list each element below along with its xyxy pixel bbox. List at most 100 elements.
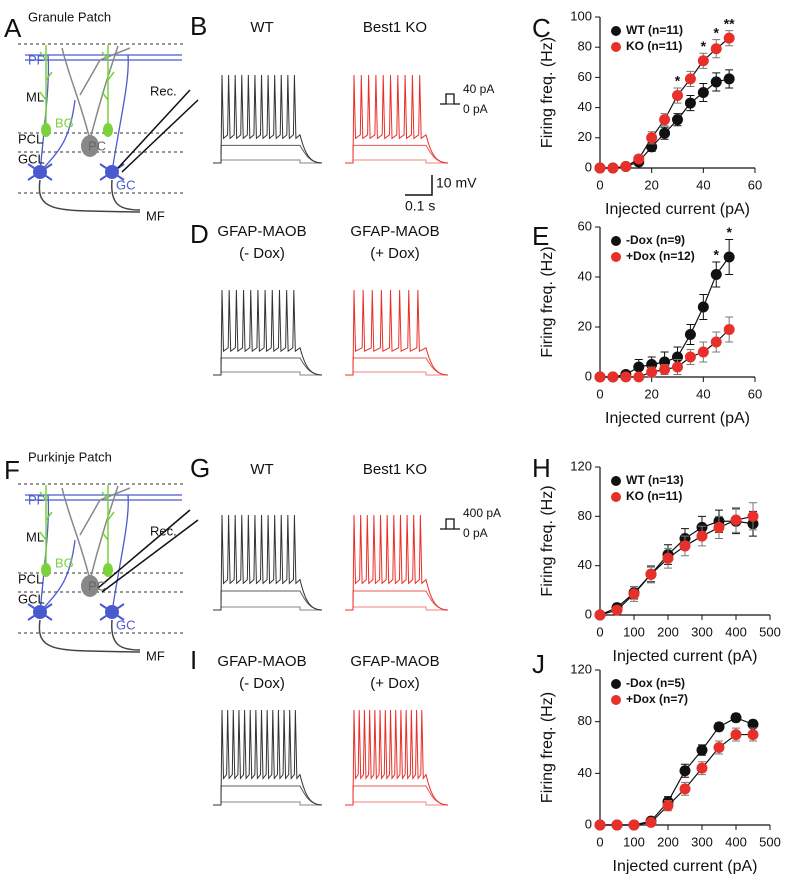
series-line bbox=[600, 733, 753, 826]
data-point bbox=[594, 371, 606, 383]
granule-cell bbox=[105, 165, 119, 179]
data-point bbox=[710, 336, 722, 348]
legend-marker bbox=[611, 236, 621, 246]
y-tick-label: 40 bbox=[578, 99, 592, 114]
data-point bbox=[611, 604, 623, 616]
legend-marker bbox=[611, 252, 621, 262]
trace-label: (+ Dox) bbox=[370, 245, 420, 262]
y-axis-label: Firing freq. (Hz) bbox=[539, 485, 556, 596]
trace-label: (- Dox) bbox=[239, 245, 285, 262]
diagram-title: Granule Patch bbox=[28, 9, 111, 24]
panel-letter: A bbox=[4, 13, 22, 43]
significance: * bbox=[675, 73, 681, 89]
data-point bbox=[684, 329, 696, 340]
legend-label: +Dox (n=12) bbox=[626, 249, 695, 263]
y-axis-label: Firing freq. (Hz) bbox=[539, 246, 556, 357]
data-point bbox=[607, 371, 619, 383]
data-point bbox=[747, 718, 759, 730]
gc-dendrite bbox=[27, 163, 53, 181]
x-axis-label: Injected current (pA) bbox=[613, 858, 758, 874]
trace-label: WT bbox=[250, 19, 273, 36]
x-tick-label: 20 bbox=[644, 386, 658, 401]
trace-label: (+ Dox) bbox=[370, 675, 420, 692]
glia-soma bbox=[41, 123, 51, 137]
diagram-label: BG bbox=[55, 115, 74, 130]
legend-marker bbox=[611, 42, 621, 52]
data-point bbox=[659, 114, 671, 126]
data-point bbox=[684, 351, 696, 363]
x-tick-label: 60 bbox=[748, 386, 762, 401]
data-point bbox=[713, 742, 725, 753]
y-tick-label: 20 bbox=[578, 318, 592, 333]
diagram-label: BG bbox=[55, 555, 74, 570]
series-line bbox=[600, 717, 754, 826]
diagram-label: GCL bbox=[18, 151, 45, 166]
x-tick-label: 500 bbox=[759, 624, 781, 639]
y-tick-label: 80 bbox=[578, 713, 592, 728]
granule-cell bbox=[105, 605, 119, 619]
data-point bbox=[730, 729, 742, 741]
trace bbox=[213, 371, 322, 376]
data-point bbox=[607, 162, 619, 174]
diagram-label: ML bbox=[26, 89, 44, 104]
y-tick-label: 60 bbox=[578, 218, 592, 233]
y-tick-label: 0 bbox=[585, 606, 592, 621]
significance: * bbox=[701, 38, 707, 54]
significance: * bbox=[714, 247, 720, 263]
data-point bbox=[697, 301, 709, 313]
x-tick-label: 100 bbox=[623, 834, 645, 849]
series-line bbox=[599, 515, 754, 616]
legend-label: KO (n=11) bbox=[626, 489, 682, 503]
panel-letter: G bbox=[190, 453, 210, 483]
data-point bbox=[633, 361, 645, 373]
step-icon bbox=[440, 518, 460, 530]
x-tick-label: 300 bbox=[691, 624, 713, 639]
diagram-label: PC bbox=[88, 578, 106, 593]
data-point bbox=[594, 162, 606, 174]
legend-label: -Dox (n=9) bbox=[626, 233, 685, 247]
data-point bbox=[659, 127, 671, 139]
x-tick-label: 40 bbox=[696, 177, 710, 192]
panel-letter: D bbox=[190, 219, 209, 249]
purkinje-dendrite bbox=[61, 45, 131, 141]
y-tick-label: 20 bbox=[578, 129, 592, 144]
x-tick-label: 0 bbox=[596, 624, 603, 639]
diagram-label: GCL bbox=[18, 591, 45, 606]
data-point bbox=[696, 530, 708, 542]
x-tick-label: 0 bbox=[596, 177, 603, 192]
x-tick-label: 400 bbox=[725, 834, 747, 849]
significance: * bbox=[726, 224, 732, 240]
purkinje-soma bbox=[81, 135, 99, 157]
y-tick-label: 100 bbox=[570, 8, 592, 23]
x-tick-label: 200 bbox=[657, 834, 679, 849]
legend-marker bbox=[611, 476, 621, 486]
trace bbox=[213, 74, 323, 164]
data-point bbox=[696, 744, 708, 756]
data-point bbox=[747, 729, 759, 741]
trace bbox=[345, 289, 449, 376]
legend-label: -Dox (n=5) bbox=[626, 676, 685, 690]
trace bbox=[213, 606, 322, 611]
y-tick-label: 80 bbox=[578, 39, 592, 54]
y-tick-label: 0 bbox=[585, 816, 592, 831]
bergmann-glia bbox=[101, 45, 115, 128]
purkinje-soma bbox=[81, 575, 99, 597]
legend-marker bbox=[611, 26, 621, 36]
legend-marker bbox=[611, 695, 621, 705]
trace-label: GFAP-MAOB bbox=[350, 223, 439, 240]
data-point bbox=[633, 371, 645, 383]
x-tick-label: 60 bbox=[748, 177, 762, 192]
x-axis-label: Injected current (pA) bbox=[605, 410, 750, 427]
trace-label: Best1 KO bbox=[363, 19, 427, 36]
x-tick-label: 400 bbox=[725, 624, 747, 639]
x-tick-label: 500 bbox=[759, 834, 781, 849]
x-tick-label: 0 bbox=[596, 386, 603, 401]
data-point bbox=[730, 712, 742, 724]
data-point bbox=[611, 819, 623, 831]
data-point bbox=[646, 366, 658, 378]
gc-dendrite bbox=[99, 603, 125, 621]
trace bbox=[345, 606, 448, 611]
panel-letter: F bbox=[4, 455, 20, 485]
data-point bbox=[747, 510, 759, 522]
x-tick-label: 200 bbox=[657, 624, 679, 639]
